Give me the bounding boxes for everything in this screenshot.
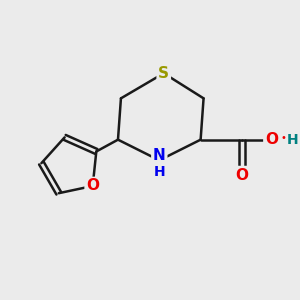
Text: O: O	[86, 178, 99, 194]
Text: •: •	[281, 133, 287, 142]
Text: S: S	[158, 66, 169, 81]
Text: O: O	[265, 132, 278, 147]
Text: H: H	[287, 133, 298, 147]
Text: O: O	[236, 168, 248, 183]
Text: N: N	[153, 148, 166, 164]
Text: H: H	[154, 164, 165, 178]
